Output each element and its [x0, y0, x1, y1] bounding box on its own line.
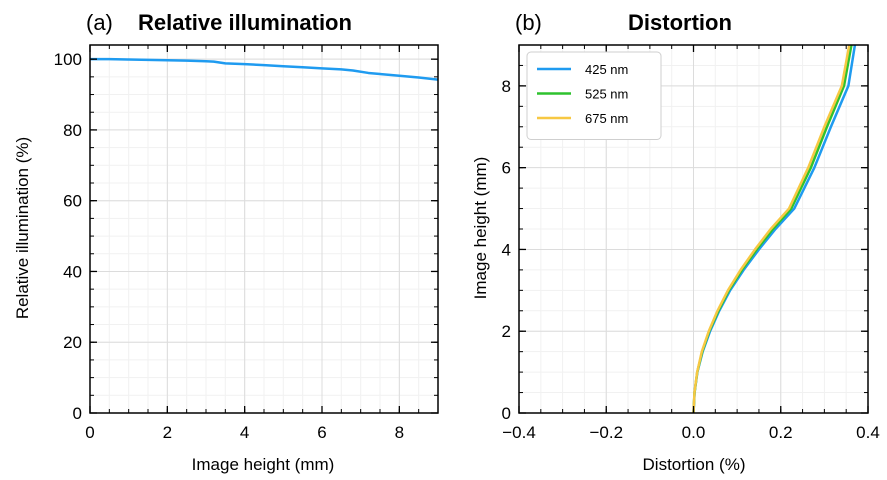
panel-a: (a) Relative illumination Image height (…	[13, 10, 439, 474]
x-tick-label: 2	[163, 423, 172, 442]
x-tick-label: −0.4	[502, 423, 536, 442]
panel-a-title: Relative illumination	[138, 10, 352, 35]
x-tick-label: 0	[85, 423, 94, 442]
y-tick-label: 40	[63, 262, 82, 281]
legend-label: 675 nm	[585, 111, 628, 126]
legend-label: 525 nm	[585, 87, 628, 102]
y-tick-label: 60	[63, 192, 82, 211]
y-tick-label: 20	[63, 333, 82, 352]
panel-a-xlabel: Image height (mm)	[192, 455, 335, 474]
panel-b: (b) Distortion Distortion (%) Image heig…	[471, 10, 880, 474]
series-line-1	[90, 57, 438, 81]
y-tick-label: 100	[54, 50, 82, 69]
y-tick-label: 0	[502, 404, 511, 423]
x-tick-label: 4	[240, 423, 249, 442]
panel-a-ylabel: Relative illumination (%)	[13, 137, 32, 319]
y-tick-label: 2	[502, 322, 511, 341]
y-tick-label: 6	[502, 159, 511, 178]
x-tick-label: −0.2	[589, 423, 623, 442]
y-tick-label: 4	[502, 240, 511, 259]
panel-b-title: Distortion	[628, 10, 732, 35]
x-tick-label: 0.4	[856, 423, 880, 442]
panel-b-xlabel: Distortion (%)	[643, 455, 746, 474]
series-line-675-nm	[692, 45, 851, 413]
panel-b-plot: −0.4 −0.2 0.0 0.2 0.4 0 2 4 6 8 425 nm 525 nm 675 nm	[502, 44, 880, 442]
panel-a-label: (a)	[86, 10, 113, 35]
legend-label: 425 nm	[585, 62, 628, 77]
x-tick-label: 0.0	[682, 423, 706, 442]
panel-b-label: (b)	[515, 10, 542, 35]
panel-b-ylabel: Image height (mm)	[471, 157, 490, 300]
x-tick-label: 8	[395, 423, 404, 442]
x-tick-label: 6	[317, 423, 326, 442]
y-tick-label: 0	[73, 404, 82, 423]
y-tick-label: 80	[63, 121, 82, 140]
x-tick-label: 0.2	[769, 423, 793, 442]
legend: 425 nm 525 nm 675 nm	[526, 51, 662, 140]
y-tick-label: 8	[502, 77, 511, 96]
